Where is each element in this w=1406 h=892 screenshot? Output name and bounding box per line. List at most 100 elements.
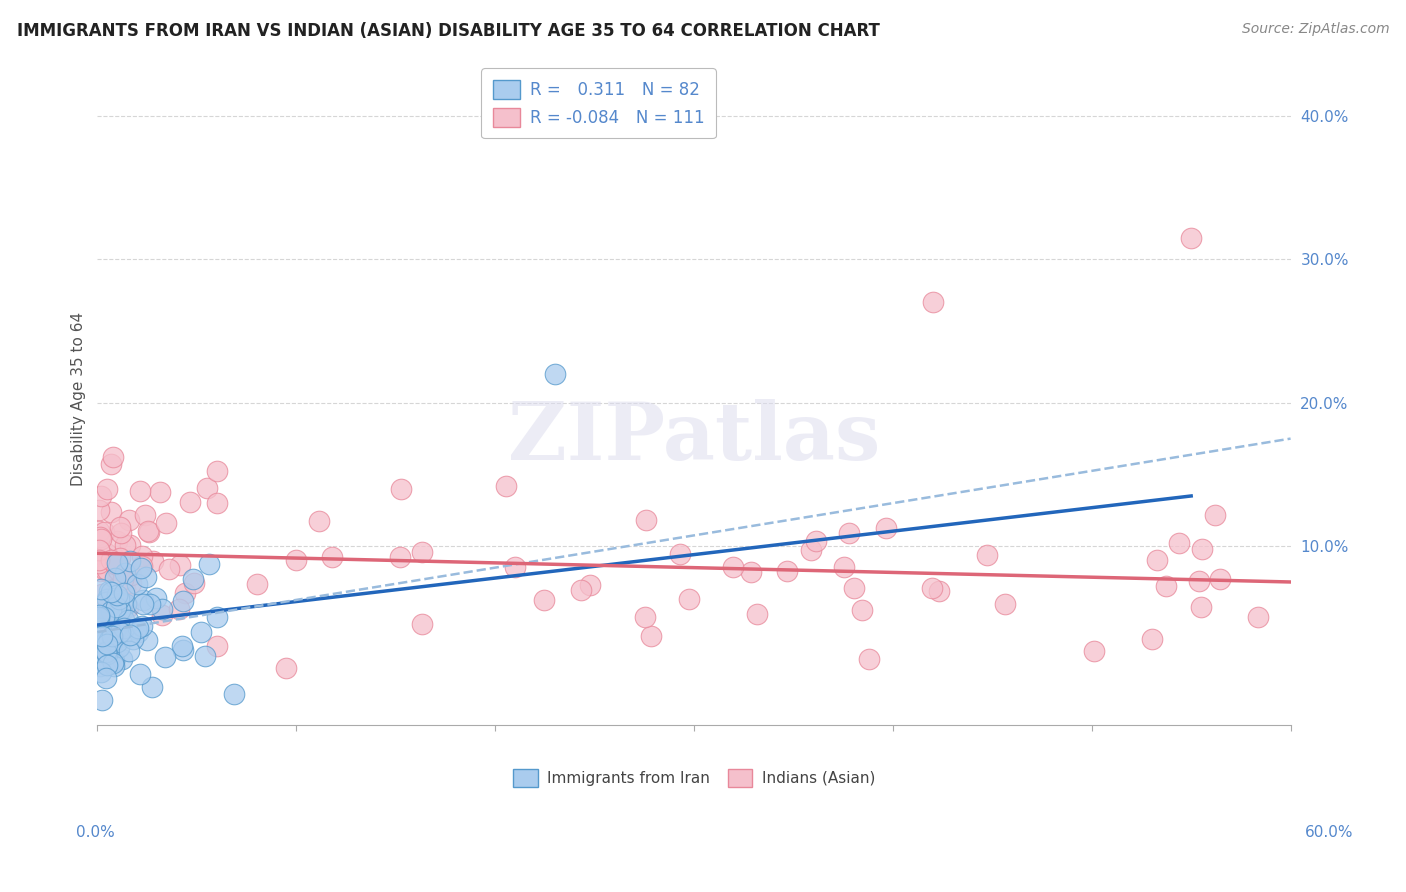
Point — [89, 609, 111, 624]
Point — [131, 619, 153, 633]
Point — [183, 576, 205, 591]
Point — [571, 582, 593, 597]
Point — [100, 604, 122, 618]
Point — [167, 602, 190, 616]
Point — [89, 530, 111, 544]
Point — [89, 553, 111, 567]
Point — [93, 611, 115, 625]
Point — [1208, 572, 1230, 586]
Point — [100, 505, 122, 519]
Point — [120, 538, 142, 552]
Y-axis label: Disability Age 35 to 64: Disability Age 35 to 64 — [72, 312, 86, 486]
Point — [94, 634, 117, 648]
Point — [89, 608, 111, 623]
Point — [91, 599, 114, 614]
Point — [97, 564, 120, 578]
Point — [94, 595, 117, 609]
Point — [89, 659, 111, 673]
Legend: Immigrants from Iran, Indians (Asian): Immigrants from Iran, Indians (Asian) — [508, 763, 882, 793]
Point — [103, 656, 125, 670]
Point — [776, 564, 799, 578]
Point — [838, 526, 860, 541]
Point — [150, 607, 173, 622]
Point — [114, 538, 136, 552]
Point — [105, 610, 128, 624]
Point — [120, 576, 142, 591]
Point — [155, 516, 177, 531]
Point — [579, 577, 602, 591]
Point — [89, 633, 111, 648]
Point — [105, 533, 128, 548]
Point — [101, 629, 124, 643]
Point — [110, 625, 132, 640]
Point — [103, 627, 125, 641]
Point — [928, 583, 950, 598]
Point — [533, 592, 555, 607]
Point — [851, 603, 873, 617]
Point — [108, 640, 131, 654]
Point — [740, 565, 762, 579]
Point — [108, 550, 131, 565]
Point — [132, 598, 155, 612]
Point — [93, 525, 115, 540]
Point — [98, 640, 121, 654]
Point — [411, 545, 433, 559]
Point — [190, 625, 212, 640]
Point — [195, 481, 218, 495]
Point — [118, 644, 141, 658]
Point — [131, 549, 153, 563]
Point — [108, 558, 131, 573]
Point — [389, 550, 412, 565]
Point — [136, 633, 159, 648]
Point — [172, 593, 194, 607]
Point — [111, 596, 134, 610]
Point — [1167, 536, 1189, 550]
Point — [389, 482, 412, 496]
Point — [142, 554, 165, 568]
Point — [114, 597, 136, 611]
Point — [1146, 553, 1168, 567]
Point — [107, 563, 129, 577]
Point — [117, 613, 139, 627]
Point — [103, 562, 125, 576]
Point — [100, 552, 122, 566]
Point — [110, 630, 132, 644]
Point — [308, 514, 330, 528]
Point — [111, 604, 134, 618]
Point — [1140, 632, 1163, 646]
Point — [669, 547, 692, 561]
Point — [107, 594, 129, 608]
Point — [110, 526, 132, 541]
Point — [205, 639, 228, 653]
Point — [127, 620, 149, 634]
Point — [678, 592, 700, 607]
Point — [91, 587, 114, 601]
Point — [832, 560, 855, 574]
Point — [89, 565, 111, 579]
Point — [274, 661, 297, 675]
Point — [96, 482, 118, 496]
Point — [205, 495, 228, 509]
Point — [89, 621, 111, 635]
Point — [141, 680, 163, 694]
Point — [1154, 579, 1177, 593]
Point — [134, 508, 156, 523]
Point — [205, 464, 228, 478]
Point — [149, 485, 172, 500]
Point — [994, 597, 1017, 611]
Point — [207, 610, 229, 624]
Point — [104, 558, 127, 572]
Point — [94, 563, 117, 577]
Point — [89, 610, 111, 624]
Point — [1083, 644, 1105, 658]
Point — [96, 647, 118, 661]
Point — [127, 625, 149, 640]
Point — [94, 545, 117, 559]
Point — [181, 572, 204, 586]
Point — [112, 613, 135, 627]
Point — [96, 644, 118, 658]
Point — [108, 603, 131, 617]
Point — [89, 524, 111, 539]
Point — [411, 617, 433, 632]
Point — [804, 534, 827, 549]
